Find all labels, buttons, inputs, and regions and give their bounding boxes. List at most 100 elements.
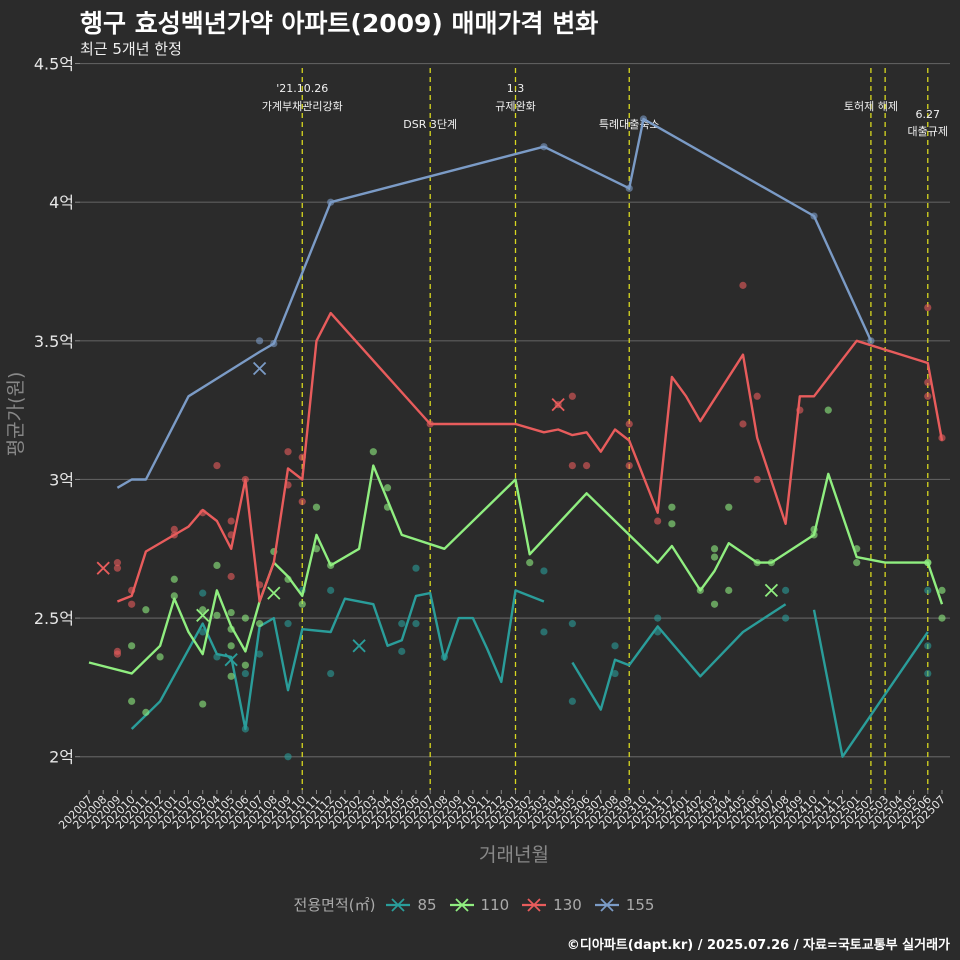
data-point-110 xyxy=(170,592,178,600)
data-point-130 xyxy=(739,420,747,428)
series-line-85 xyxy=(812,609,929,758)
legend-items: 85 110 130 155 xyxy=(385,895,666,915)
data-point-130 xyxy=(284,448,292,456)
data-point-110 xyxy=(227,608,235,617)
legend-key-cross xyxy=(527,897,541,912)
data-point-85 xyxy=(284,620,292,628)
data-point-110 xyxy=(213,561,221,570)
data-point-110 xyxy=(710,553,719,561)
data-point-130 xyxy=(213,461,221,470)
data-point-85 xyxy=(327,586,335,594)
data-point-85 xyxy=(398,647,406,655)
data-point-130 xyxy=(568,392,576,400)
event-label: 대출규제 xyxy=(908,125,948,138)
data-point-110 xyxy=(753,559,761,567)
y-tick-label: 4억 xyxy=(49,193,74,212)
data-point-110 xyxy=(142,708,150,716)
cross-marker-130 xyxy=(551,397,565,412)
data-point-85 xyxy=(241,669,249,678)
legend-item-155: 155 xyxy=(594,895,654,915)
data-point-130 xyxy=(924,303,932,312)
chart-caption: ©디아파트(dapt.kr) / 2025.07.26 / 자료=국토교통부 실… xyxy=(566,938,950,953)
event-label: DSR 3단계 xyxy=(403,118,457,131)
data-point-130 xyxy=(170,525,178,533)
data-point-130 xyxy=(625,461,633,470)
legend-label-85: 85 xyxy=(417,895,437,914)
data-point-110 xyxy=(668,503,676,511)
data-point-155 xyxy=(639,115,648,123)
event-label: 특례대출축소 xyxy=(599,118,660,131)
chart-title: 행구 효성백년가약 아파트(2009) 매매가격 변화 xyxy=(80,9,599,38)
legend-item-130: 130 xyxy=(521,895,582,915)
data-point-85 xyxy=(924,669,932,678)
data-point-110 xyxy=(227,625,235,633)
data-point-85 xyxy=(611,642,619,650)
data-point-85 xyxy=(327,669,335,678)
legend-key-155 xyxy=(594,897,619,912)
series-110 xyxy=(88,406,946,716)
legend-key-85 xyxy=(386,897,411,912)
data-point-130 xyxy=(938,434,946,442)
data-point-110 xyxy=(710,545,719,553)
event-label: 규제완화 xyxy=(495,100,535,113)
y-tick-label: 4.5억 xyxy=(34,55,74,74)
data-point-130 xyxy=(113,564,122,572)
data-point-110 xyxy=(853,545,861,553)
event-label: 토허제 해제 xyxy=(844,99,898,113)
data-point-110 xyxy=(725,586,733,594)
data-point-110 xyxy=(241,614,249,622)
data-point-110 xyxy=(710,600,719,608)
series-130 xyxy=(96,281,946,658)
legend-key-130 xyxy=(522,897,547,912)
data-point-85 xyxy=(199,589,207,597)
series-line-85 xyxy=(130,589,545,731)
data-point-130 xyxy=(199,509,207,517)
legend-label-110: 110 xyxy=(480,895,510,914)
series-line-110 xyxy=(88,464,944,675)
data-point-130 xyxy=(625,420,633,428)
data-point-110 xyxy=(327,561,335,570)
data-point-155 xyxy=(270,339,278,348)
data-point-130 xyxy=(568,461,576,470)
data-point-110 xyxy=(696,586,704,594)
series-line-130 xyxy=(116,311,944,603)
data-point-130 xyxy=(113,647,122,655)
cross-marker-85 xyxy=(352,639,366,653)
data-point-85 xyxy=(924,586,932,594)
data-point-85 xyxy=(568,620,576,628)
data-point-130 xyxy=(753,392,761,400)
legend-item-110: 110 xyxy=(449,895,510,915)
data-point-110 xyxy=(526,559,534,567)
data-point-110 xyxy=(938,614,946,622)
data-point-130 xyxy=(753,475,761,484)
series-layer xyxy=(88,115,946,761)
data-point-130 xyxy=(924,392,932,400)
data-point-85 xyxy=(199,628,207,636)
data-point-110 xyxy=(227,672,235,680)
data-point-110 xyxy=(241,661,249,669)
legend-key-110 xyxy=(449,897,474,912)
data-point-110 xyxy=(383,503,392,511)
data-point-85 xyxy=(284,753,292,761)
data-point-130 xyxy=(284,481,292,489)
legend-key-cross xyxy=(454,897,469,912)
data-point-110 xyxy=(938,586,946,594)
data-point-85 xyxy=(256,650,264,658)
data-point-110 xyxy=(383,484,392,492)
cross-marker-130 xyxy=(96,561,110,575)
series-155 xyxy=(116,115,875,489)
data-point-110 xyxy=(810,531,818,539)
data-point-110 xyxy=(170,575,178,583)
data-point-155 xyxy=(625,184,633,192)
data-point-130 xyxy=(298,453,306,461)
data-point-130 xyxy=(170,531,178,539)
data-point-110 xyxy=(824,406,832,414)
y-tick-label: 2억 xyxy=(49,748,74,767)
data-point-110 xyxy=(142,606,150,614)
event-label: 1.3 xyxy=(507,82,525,95)
data-point-130 xyxy=(128,586,136,594)
cross-marker-110 xyxy=(764,583,779,598)
axis-layer: 2억2.5억3억3.5억4억4.5억2020072020082020092020… xyxy=(34,55,948,832)
